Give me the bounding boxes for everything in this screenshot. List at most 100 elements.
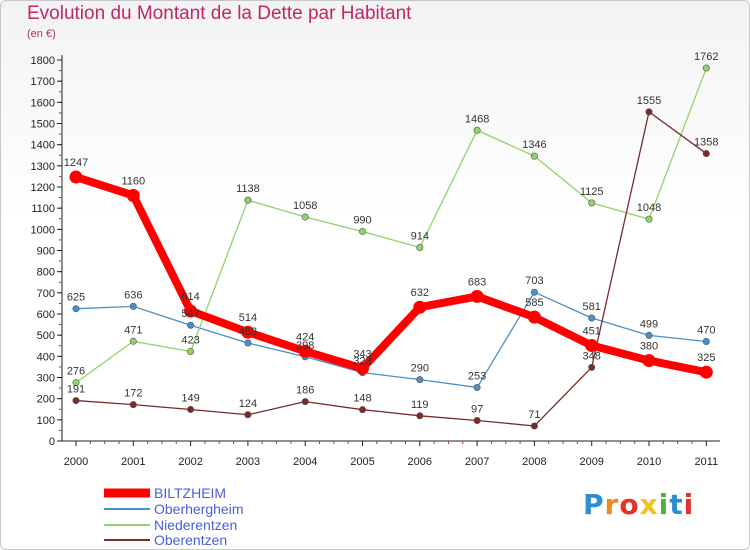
data-point-biltzheim <box>356 361 369 375</box>
data-label-oberentzen: 119 <box>411 399 429 411</box>
y-tick-label: 1200 <box>31 182 55 194</box>
logo-letter: P <box>583 488 605 521</box>
data-label-oberhergheim: 253 <box>468 370 486 382</box>
data-label-oberhergheim: 323 <box>353 356 371 368</box>
data-label-niederentzen: 1346 <box>522 139 546 151</box>
data-label-oberentzen: 71 <box>528 409 540 421</box>
data-label-biltzheim: 683 <box>468 276 486 288</box>
data-label-oberhergheim: 581 <box>583 301 601 313</box>
x-tick-label: 2003 <box>236 456 260 468</box>
legend-label-niederentzen: Niederentzen <box>154 517 237 533</box>
logo-letter: x <box>639 488 659 521</box>
logo-letter: r <box>604 488 620 521</box>
data-label-oberhergheim: 290 <box>411 363 429 375</box>
data-label-oberentzen: 149 <box>181 392 199 404</box>
x-tick-label: 2009 <box>579 456 603 468</box>
data-point-oberhergheim <box>588 314 596 322</box>
data-label-biltzheim: 343 <box>353 348 371 360</box>
y-tick-label: 600 <box>37 309 55 321</box>
data-point-oberhergheim <box>244 339 252 347</box>
data-point-oberhergheim <box>473 383 481 391</box>
data-label-niederentzen: 423 <box>181 334 199 346</box>
data-point-biltzheim <box>470 289 484 303</box>
data-label-biltzheim: 585 <box>525 297 543 309</box>
data-label-biltzheim: 632 <box>411 287 429 299</box>
data-labels: 625 636 547 463 398 323 290 253 703 581 499 470 276 4… <box>64 51 719 421</box>
data-point-biltzheim <box>126 188 140 202</box>
y-tick-label: 900 <box>37 246 55 258</box>
data-point-oberhergheim <box>416 376 424 384</box>
logo-letter: i <box>658 488 670 521</box>
chart-subtitle: (en €) <box>27 28 56 40</box>
data-point-niederentzen <box>416 244 424 252</box>
data-label-oberhergheim: 463 <box>239 326 257 338</box>
data-label-oberentzen: 1358 <box>694 137 718 149</box>
x-tick-label: 2010 <box>637 456 661 468</box>
y-tick-label: 1500 <box>31 119 55 131</box>
x-tick-label: 2006 <box>408 456 432 468</box>
data-label-oberentzen: 191 <box>67 384 85 396</box>
x-tick-label: 2002 <box>178 456 202 468</box>
data-label-oberhergheim: 547 <box>181 308 199 320</box>
y-tick-label: 1800 <box>31 55 55 67</box>
data-label-niederentzen: 1125 <box>580 186 604 198</box>
axes: 0 100 200 300 400 500 600 700 800 900 1000 1100 1200… <box>31 55 720 468</box>
data-point-oberhergheim <box>530 288 538 296</box>
data-point-biltzheim <box>527 310 541 324</box>
data-label-niederentzen: 990 <box>353 214 371 226</box>
data-label-biltzheim: 424 <box>296 331 314 343</box>
data-label-niederentzen: 276 <box>67 366 85 378</box>
data-point-oberentzen <box>244 411 252 419</box>
data-point-biltzheim <box>699 365 713 379</box>
series-line-biltzheim <box>72 173 711 377</box>
legend: BILTZHEIMOberhergheimNiederentzenOberent… <box>104 485 244 548</box>
data-point-oberhergheim <box>187 321 195 329</box>
data-point-niederentzen <box>244 196 252 204</box>
data-label-niederentzen: 471 <box>124 324 142 336</box>
data-label-oberentzen: 124 <box>239 398 257 410</box>
y-tick-label: 700 <box>37 288 55 300</box>
chart-title: Evolution du Montant de la Dette par Hab… <box>27 3 412 24</box>
data-point-biltzheim <box>585 339 599 353</box>
data-label-oberentzen: 186 <box>296 385 314 397</box>
data-label-biltzheim: 1160 <box>121 175 145 187</box>
y-tick-label: 1300 <box>31 161 55 173</box>
series-line-oberhergheim <box>75 291 707 389</box>
data-point-niederentzen <box>473 126 481 134</box>
data-point-oberentzen <box>129 401 137 409</box>
data-point-niederentzen <box>588 199 596 207</box>
data-point-niederentzen <box>129 337 137 345</box>
data-label-oberentzen: 1555 <box>637 95 661 107</box>
legend-label-biltzheim: BILTZHEIM <box>154 485 226 501</box>
data-label-oberhergheim: 470 <box>697 325 715 337</box>
data-point-oberentzen <box>72 397 80 405</box>
x-tick-label: 2004 <box>293 456 317 468</box>
x-tick-label: 2011 <box>694 456 718 468</box>
y-tick-label: 500 <box>37 330 55 342</box>
data-label-niederentzen: 1048 <box>637 202 661 214</box>
logo-letter: o <box>619 488 640 521</box>
data-label-biltzheim: 380 <box>640 341 658 353</box>
data-point-biltzheim <box>69 170 83 184</box>
data-label-oberhergheim: 398 <box>296 340 314 352</box>
data-point-oberentzen <box>187 405 195 413</box>
data-point-biltzheim <box>184 304 198 318</box>
series-line-oberentzen <box>75 111 707 427</box>
y-tick-label: 1700 <box>31 76 55 88</box>
data-point-niederentzen <box>187 347 195 355</box>
x-tick-label: 2001 <box>121 456 145 468</box>
data-point-biltzheim <box>241 325 255 339</box>
data-label-oberhergheim: 625 <box>67 292 85 304</box>
y-tick-label: 300 <box>37 373 55 385</box>
data-point-oberhergheim <box>129 302 137 310</box>
data-point-niederentzen <box>702 64 710 72</box>
y-tick-label: 800 <box>37 267 55 279</box>
data-point-biltzheim <box>413 300 427 314</box>
data-point-biltzheim <box>642 354 656 368</box>
x-tick-label: 2007 <box>465 456 489 468</box>
series-layer <box>69 64 713 430</box>
data-label-oberentzen: 97 <box>471 403 483 415</box>
data-label-niederentzen: 1762 <box>694 51 718 63</box>
